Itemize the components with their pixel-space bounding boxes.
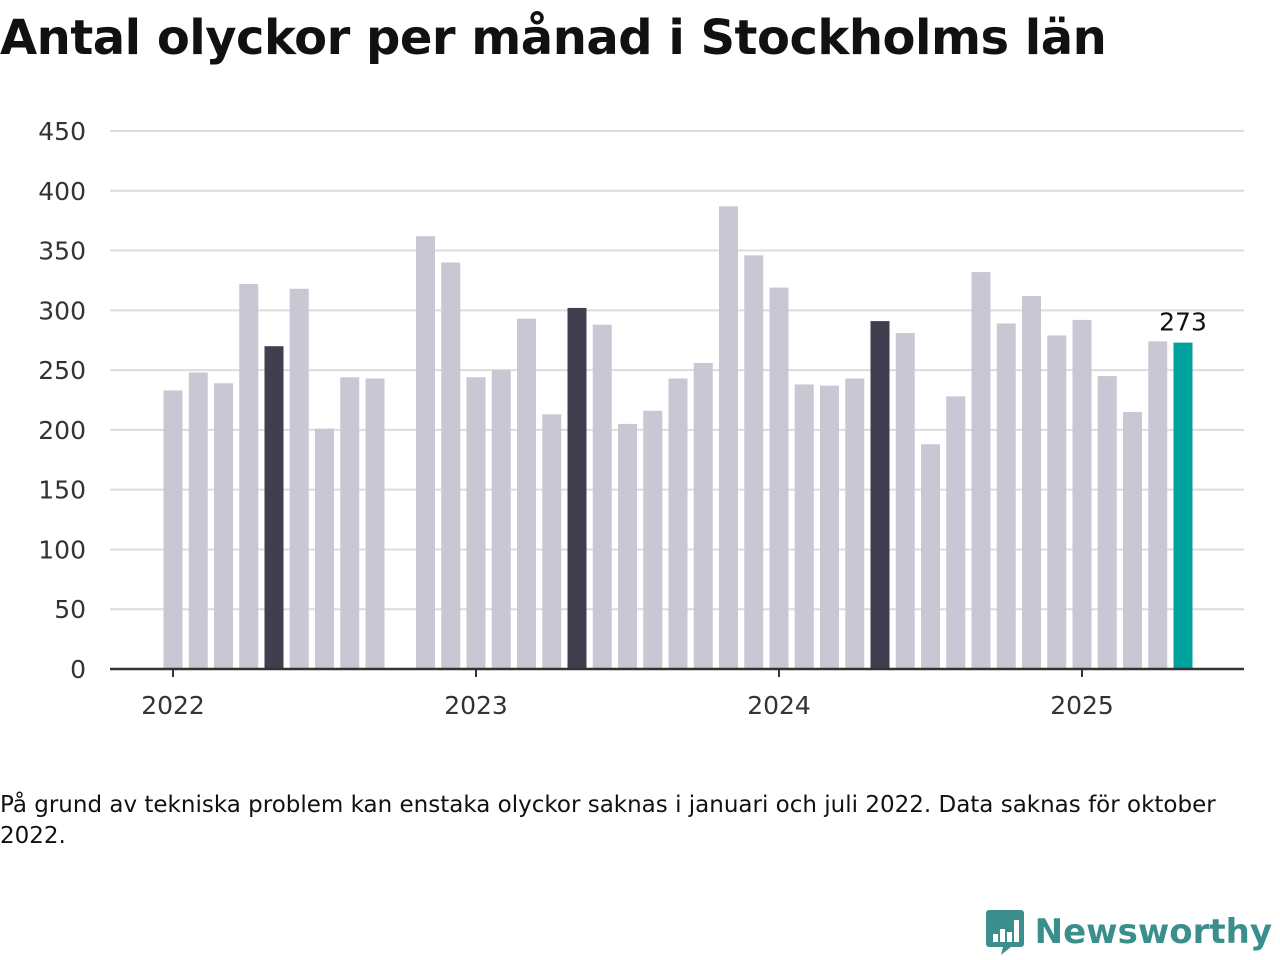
- y-tick-label: 100: [38, 535, 86, 564]
- y-tick-label: 350: [38, 237, 86, 266]
- bar: [1097, 376, 1117, 669]
- bar: [542, 414, 562, 669]
- bar: [946, 396, 966, 669]
- bar: [1148, 341, 1168, 669]
- bar: [769, 287, 789, 669]
- bar: [820, 385, 839, 669]
- x-tick-label: 2022: [141, 691, 205, 720]
- bar: [996, 323, 1016, 669]
- y-axis-ticks: 0 50 100 150 200 250 300 350 400 450: [38, 117, 86, 684]
- bar: [719, 206, 738, 669]
- y-tick-label: 250: [38, 356, 86, 385]
- bar: [921, 444, 940, 669]
- bar: [315, 428, 334, 669]
- bar: [289, 288, 309, 669]
- bar: [693, 362, 713, 669]
- bar: [163, 390, 183, 669]
- bar: [794, 384, 814, 669]
- bar: [188, 372, 208, 669]
- y-tick-label: 0: [70, 655, 86, 684]
- bar: [870, 321, 890, 669]
- bar: [1072, 319, 1092, 669]
- bar: [744, 255, 764, 670]
- bar: [567, 307, 587, 669]
- bar: [441, 262, 461, 669]
- bar: [643, 410, 663, 669]
- x-tick-label: 2025: [1050, 691, 1114, 720]
- bar: [618, 423, 637, 669]
- logo-text: Newsworthy: [1034, 912, 1272, 952]
- bar: [466, 377, 486, 669]
- y-tick-label: 200: [38, 416, 86, 445]
- last-value-label: 273: [1159, 308, 1207, 337]
- x-tick-label: 2023: [444, 691, 508, 720]
- bar: [365, 378, 385, 669]
- bar: [592, 324, 612, 669]
- bar: [491, 370, 511, 669]
- bar: [895, 333, 915, 669]
- bar: [668, 378, 688, 669]
- bar: [340, 377, 360, 669]
- bar: [264, 346, 284, 669]
- y-tick-label: 450: [38, 117, 86, 146]
- x-tick-label: 2024: [747, 691, 811, 720]
- bar: [1173, 342, 1193, 669]
- bar-chart-speech-bubble-icon: [985, 910, 1024, 955]
- bar: [971, 272, 991, 669]
- x-axis: 2022 2023 2024 2025: [110, 667, 1244, 720]
- y-tick-label: 50: [54, 595, 86, 624]
- bar: [239, 284, 259, 669]
- footnote: På grund av tekniska problem kan enstaka…: [0, 792, 1216, 849]
- bar: [1047, 335, 1067, 669]
- bar: [416, 236, 435, 669]
- y-tick-label: 300: [38, 296, 86, 325]
- bar: [1022, 295, 1041, 669]
- chart-title: Antal olyckor per månad i Stockholms län: [0, 10, 1107, 66]
- bars: [163, 206, 1193, 670]
- bar: [1123, 411, 1142, 669]
- data-labels: 273: [1159, 308, 1207, 337]
- bar: [845, 378, 865, 669]
- newsworthy-logo: Newsworthy: [985, 908, 1272, 956]
- y-tick-label: 400: [38, 177, 86, 206]
- y-tick-label: 150: [38, 476, 86, 505]
- bar: [517, 318, 536, 669]
- bar: [214, 383, 233, 669]
